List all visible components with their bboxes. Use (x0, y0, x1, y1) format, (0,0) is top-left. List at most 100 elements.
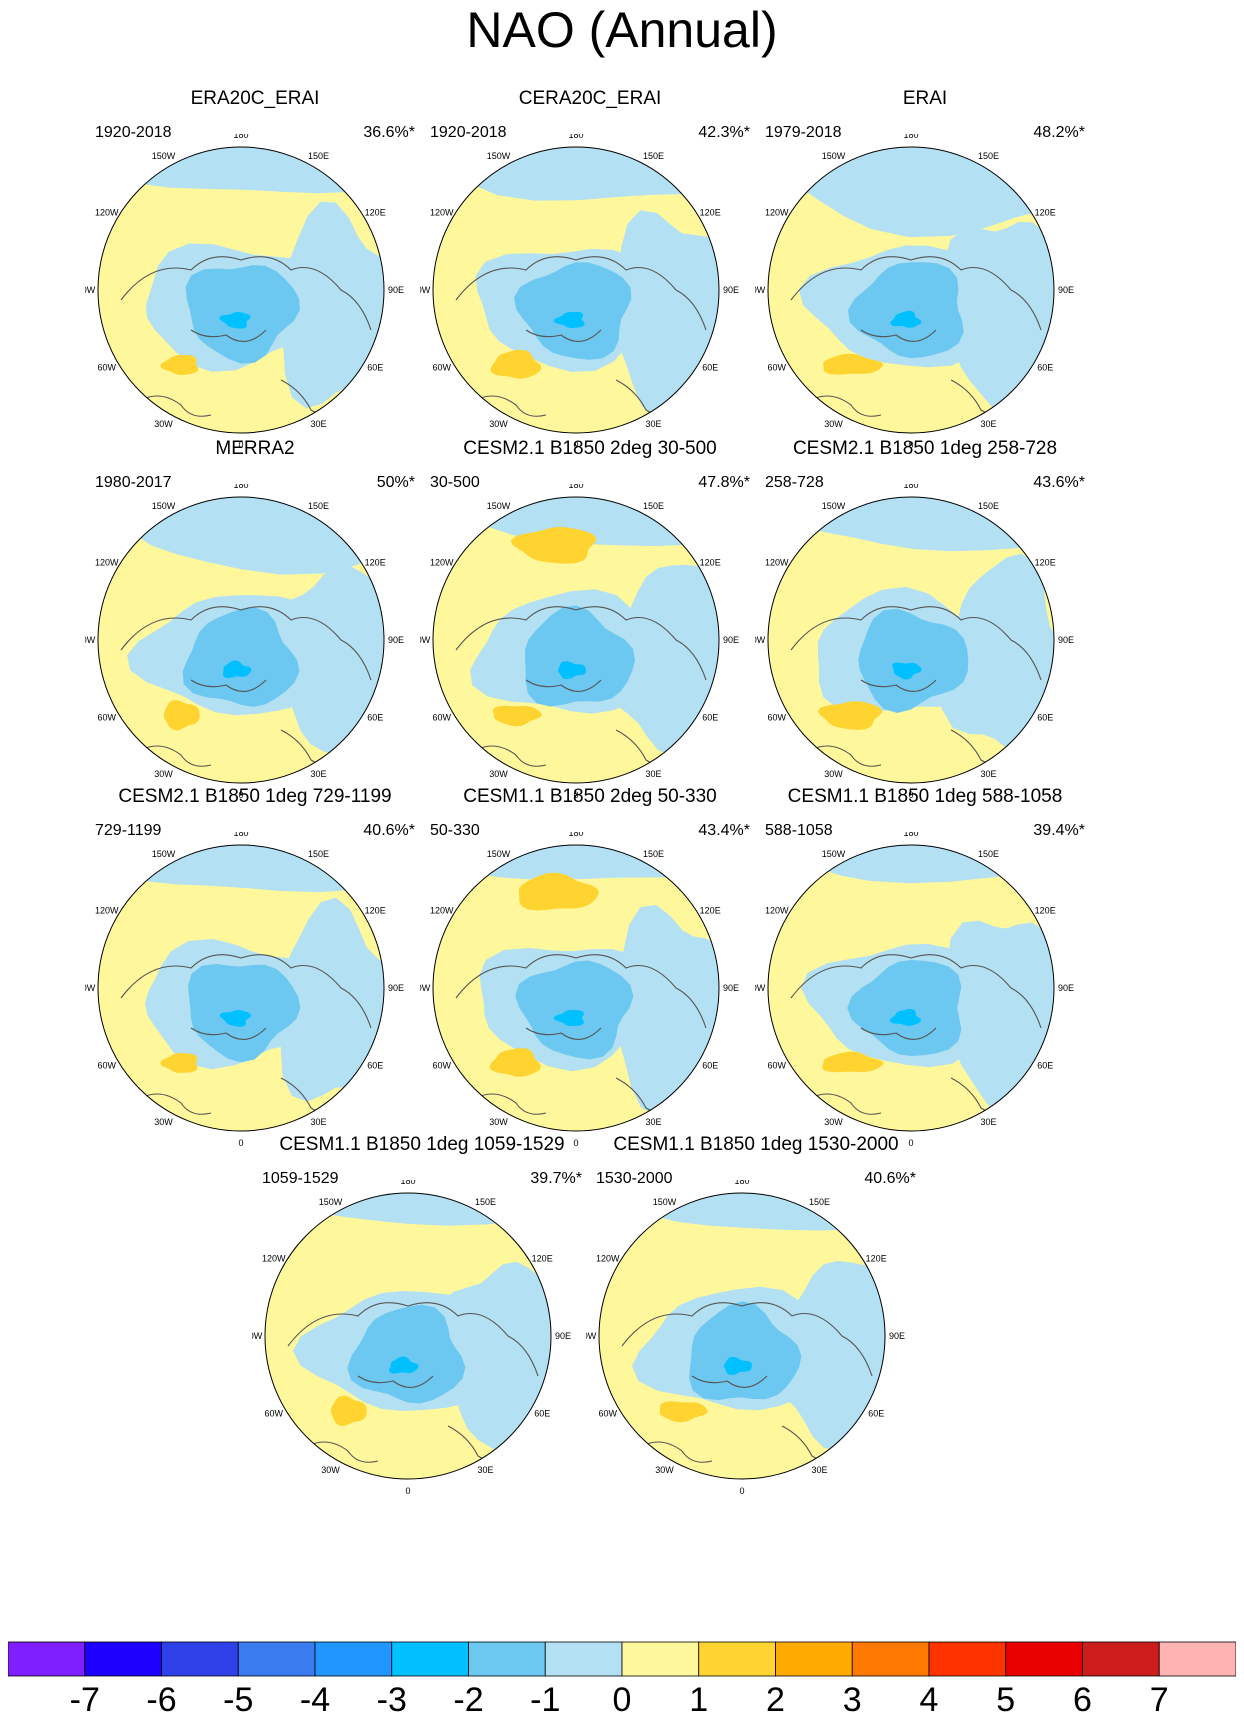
panel-period: 1979-2018 (765, 124, 842, 141)
longitude-label: 90E (1058, 635, 1074, 645)
panel-title: MERRA2 (215, 438, 295, 459)
atlantic-positive-core (160, 355, 199, 375)
atlantic-positive-core (822, 1051, 884, 1073)
polar-map: 180 150E 120E 90E 60E 30E 0 30W 60W 90W 120W 150W (420, 832, 739, 1148)
panel-period: 1920-2018 (430, 124, 507, 141)
arctic-negative-core (525, 605, 636, 707)
map-panel: CESM1.1 B1850 1deg 1530-2000 1530-2000 40.… (576, 1134, 936, 1509)
longitude-label: 180 (400, 1180, 415, 1186)
arctic-negative-core (689, 1301, 802, 1401)
map-panel: CERA20C_ERAI 1920-2018 42.3%* 180 150E 120E 90… (410, 88, 770, 463)
longitude-label: 60W (433, 363, 452, 373)
longitude-label: 180 (903, 484, 918, 490)
longitude-label: 180 (734, 1180, 749, 1186)
colorbar-swatch (237, 1641, 316, 1677)
longitude-label: 60W (98, 363, 117, 373)
longitude-label: 150E (308, 849, 329, 859)
longitude-label: 120W (430, 906, 454, 916)
panel-period: 50-330 (430, 822, 480, 839)
polar-map: 180 150E 120E 90E 60E 30E 0 30W 60W 90W 120W 150W (85, 484, 404, 800)
longitude-label: 150W (152, 849, 176, 859)
panel-period: 1980-2017 (95, 474, 172, 491)
map-panel: CESM2.1 B1850 1deg 729-1199 729-1199 40.6%… (75, 786, 435, 1161)
longitude-label: 90E (723, 983, 739, 993)
arctic-negative-max (892, 662, 922, 680)
longitude-label: 60E (367, 1061, 383, 1071)
panel-period: 588-1058 (765, 822, 833, 839)
longitude-label: 60E (702, 713, 718, 723)
map-boundary (432, 496, 720, 784)
atlantic-positive-core (489, 1048, 542, 1077)
longitude-label: 30E (980, 1117, 996, 1127)
longitude-label: 120E (700, 906, 721, 916)
longitude-label: 60E (1037, 363, 1053, 373)
coastlines (287, 1302, 539, 1463)
longitude-label: 180 (903, 134, 918, 140)
polar-map: 180 150E 120E 90E 60E 30E 0 30W 60W 90W 120W 150W (252, 1180, 571, 1496)
longitude-label: 60W (265, 1409, 284, 1419)
polar-map: 180 150E 120E 90E 60E 30E 0 30W 60W 90W 120W 150W (755, 484, 1074, 800)
map-boundary (432, 146, 720, 434)
colorbar-swatch (314, 1641, 393, 1677)
longitude-label: 60W (768, 363, 787, 373)
longitude-label: 120W (596, 1254, 620, 1264)
arctic-negative-max (553, 1010, 584, 1026)
arctic-negative-max (553, 311, 585, 329)
coastlines (120, 606, 372, 767)
longitude-label: 90E (388, 983, 404, 993)
colorbar-swatch (698, 1641, 776, 1677)
pacific-negative-region (599, 1193, 885, 1231)
arctic-negative-max (889, 1009, 922, 1026)
arctic-negative-core (514, 262, 632, 360)
colorbar-tick-label: 7 (1149, 1681, 1169, 1719)
polar-map: 180 150E 120E 90E 60E 30E 0 30W 60W 90W 120W 150W (420, 134, 739, 450)
panel-variance-explained: 39.4%* (1033, 822, 1085, 839)
longitude-label: 90W (755, 983, 766, 993)
arctic-negative-max (557, 661, 586, 680)
longitude-label: 60W (433, 1061, 452, 1071)
longitude-label: 150W (822, 151, 846, 161)
map-panel: CESM1.1 B1850 1deg 1059-1529 1059-1529 39.… (242, 1134, 602, 1509)
map-boundary (767, 146, 1055, 434)
longitude-label: 30E (310, 769, 326, 779)
longitude-label: 120W (95, 906, 119, 916)
longitude-label: 30W (154, 769, 173, 779)
longitude-label: 120E (1035, 208, 1056, 218)
longitude-label: 150W (487, 501, 511, 511)
map-panel: CESM2.1 B1850 1deg 258-728 258-728 43.6%* 1… (745, 438, 1105, 813)
longitude-label: 150E (809, 1197, 830, 1207)
longitude-label: 60W (433, 713, 452, 723)
colorbar-swatch (1158, 1641, 1236, 1677)
colorbar-tick-label: 0 (612, 1681, 632, 1719)
longitude-label: 0 (238, 1138, 243, 1148)
arctic-negative-core (347, 1304, 466, 1404)
longitude-label: 120E (532, 1254, 553, 1264)
panel-title: CESM2.1 B1850 2deg 30-500 (463, 438, 717, 459)
longitude-label: 120W (95, 558, 119, 568)
longitude-label: 60W (768, 713, 787, 723)
longitude-label: 150W (487, 151, 511, 161)
map-boundary (767, 844, 1055, 1132)
map-boundary (264, 1192, 552, 1480)
longitude-label: 90E (723, 635, 739, 645)
longitude-label: 60E (868, 1409, 884, 1419)
colorbar-swatch (928, 1641, 1007, 1677)
map-boundary (97, 496, 385, 784)
polar-map: 180 150E 120E 90E 60E 30E 0 30W 60W 90W 120W 150W (755, 134, 1074, 450)
longitude-label: 120W (430, 208, 454, 218)
panel-period: 30-500 (430, 474, 480, 491)
longitude-label: 150W (152, 151, 176, 161)
longitude-label: 180 (568, 134, 583, 140)
coastlines (790, 954, 1042, 1115)
panel-title: CESM2.1 B1850 1deg 729-1199 (118, 786, 392, 807)
map-panel: ERA20C_ERAI 1920-2018 36.6%* 180 150E 120E 90E… (75, 88, 435, 463)
map-panel: ERAI 1979-2018 48.2%* 180 150E 120E 90E 60E 30E 0… (745, 88, 1105, 463)
polar-map: 180 150E 120E 90E 60E 30E 0 30W 60W 90W 120W 150W (755, 832, 1074, 1148)
colorbar-tick-label: 6 (1073, 1681, 1092, 1719)
colorbar-swatch (391, 1641, 469, 1677)
longitude-label: 180 (568, 832, 583, 838)
longitude-label: 120W (765, 558, 789, 568)
colorbar-tick-label: 3 (842, 1681, 862, 1719)
polar-map: 180 150E 120E 90E 60E 30E 0 30W 60W 90W 120W 150W (85, 832, 404, 1148)
longitude-label: 0 (238, 440, 243, 450)
